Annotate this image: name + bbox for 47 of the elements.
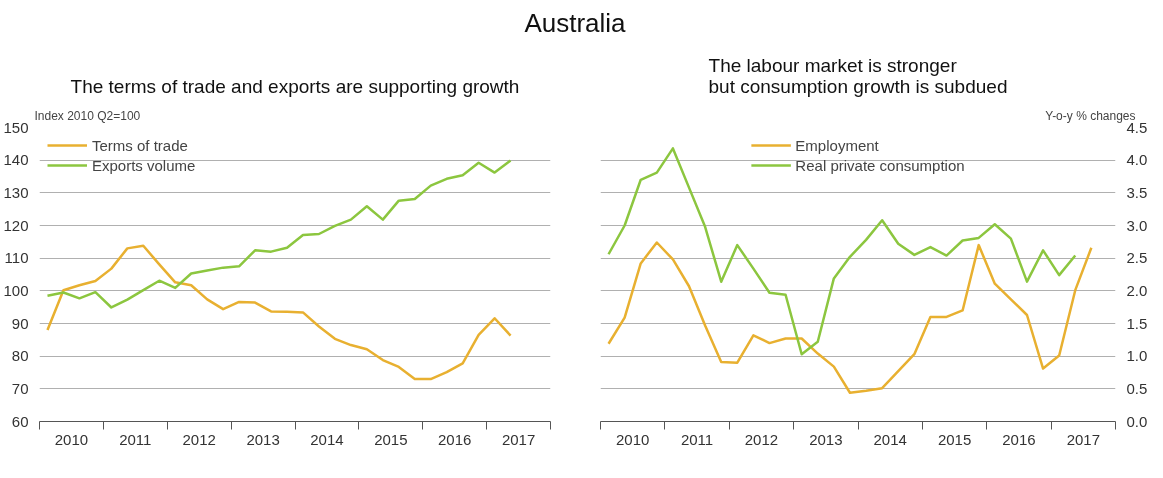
text: 1.5	[1126, 314, 1148, 332]
y-tick-label: 80	[11, 347, 29, 365]
text: Australia	[524, 7, 626, 40]
line-series	[46, 244, 512, 381]
legend-label: Employment	[795, 136, 879, 154]
text: 4.0	[1126, 151, 1148, 169]
x-tick-label: 2014	[873, 430, 907, 448]
x-tick-label: 2014	[310, 430, 344, 448]
x-tick-label: 2017	[1066, 430, 1100, 448]
x-tick-label: 2013	[809, 430, 843, 448]
legend-label: Exports volume	[92, 156, 196, 174]
line-series	[607, 241, 1093, 395]
y-tick-label: 60	[11, 412, 29, 430]
legend-label: Real private consumption	[795, 156, 965, 174]
y-tick-label: 100	[3, 281, 29, 299]
y-tick-label: 110	[4, 249, 29, 267]
chart-title: The labour market is stronger but consumption growth is subdued	[708, 54, 1008, 97]
x-tick-label: 2012	[182, 430, 216, 448]
line-series	[46, 159, 512, 309]
y-axis-title: Index 2010 Q2=100	[34, 108, 141, 123]
x-tick-label: 2011	[119, 430, 152, 448]
y-tick-label: 130	[3, 183, 29, 201]
text: 0.0	[1126, 412, 1148, 430]
x-tick-label: 2012	[744, 430, 779, 448]
y-tick-label: 150	[3, 118, 29, 136]
legend-label: Terms of trade	[92, 136, 188, 154]
text: 3.5	[1126, 183, 1148, 201]
x-tick-label: 2015	[374, 430, 408, 448]
y-tick-label: 120	[3, 216, 29, 234]
x-tick-label: 2010	[54, 430, 89, 448]
x-tick-label: 2010	[616, 430, 650, 448]
chart-title: The terms of trade and exports are supporting growth	[70, 75, 520, 97]
x-tick-label: 2016	[1002, 430, 1036, 448]
text: 2.0	[1126, 281, 1148, 299]
x-tick-label: 2015	[937, 430, 972, 448]
text: 2.5	[1126, 249, 1148, 267]
text: 3.0	[1126, 216, 1148, 234]
y2-axis-title: Y-o-y % changes	[1045, 108, 1136, 123]
y-tick-label: 90	[11, 314, 29, 332]
x-tick-label: 2016	[438, 430, 472, 448]
x-tick-label: 2013	[246, 430, 280, 448]
text: 1.0	[1126, 347, 1148, 365]
x-tick-label: 2017	[501, 430, 536, 448]
x-tick-label: 2011	[680, 430, 714, 448]
text: 0.5	[1126, 379, 1148, 397]
y-tick-label: 70	[11, 379, 29, 397]
y-tick-label: 140	[3, 151, 29, 169]
